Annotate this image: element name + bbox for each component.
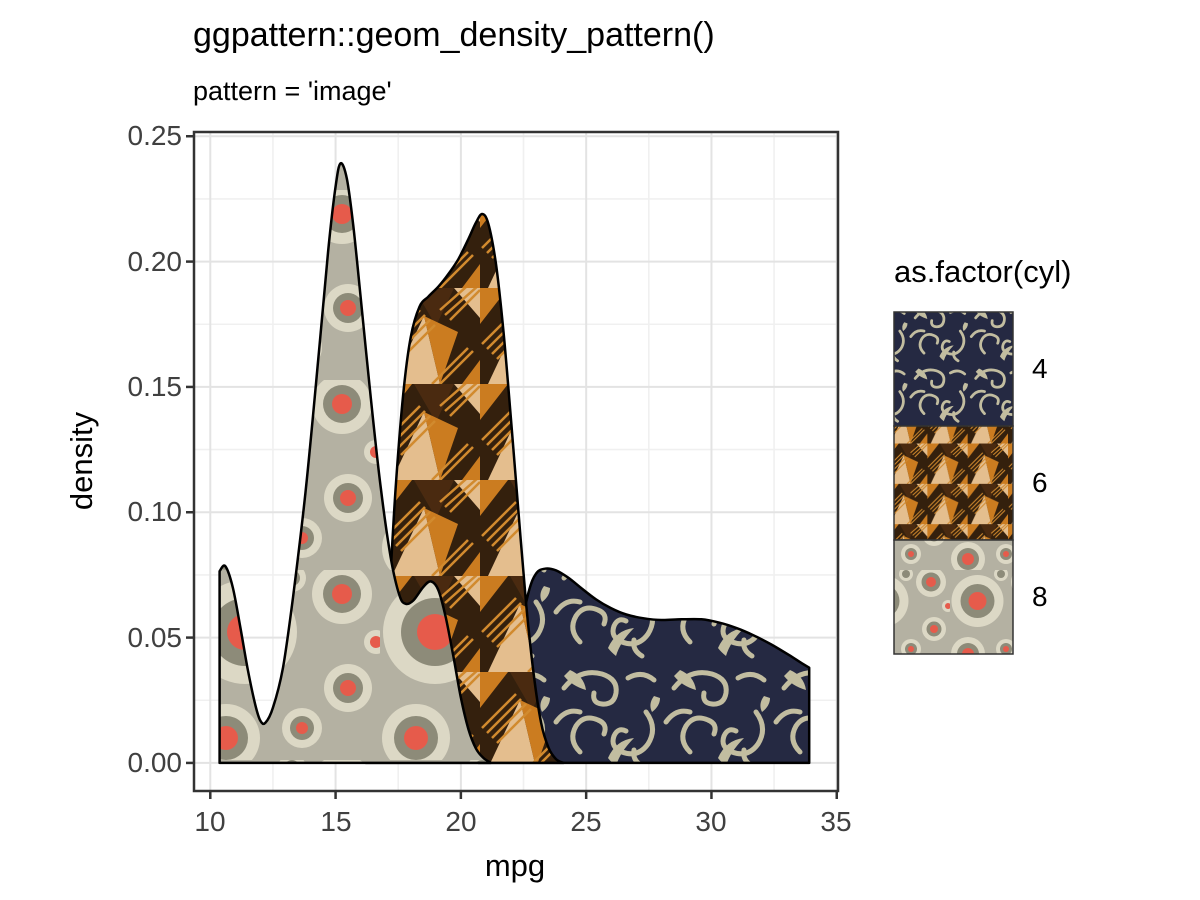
- density-areas: [218, 161, 811, 765]
- y-tick-label: 0.00: [127, 747, 183, 778]
- x-tick-label: 20: [445, 806, 477, 837]
- legend-swatch-8: [893, 539, 1014, 655]
- chart-subtitle: pattern = 'image': [193, 76, 392, 106]
- legend-swatch-4: [893, 311, 1014, 427]
- y-tick-label: 0.05: [127, 622, 183, 653]
- axis-ticks: [186, 135, 838, 799]
- legend-swatches: [893, 311, 1014, 655]
- y-tick-label: 0.25: [127, 120, 183, 151]
- y-tick-label: 0.10: [127, 496, 183, 527]
- legend-swatch-6: [893, 425, 1014, 541]
- x-axis-title: mpg: [484, 848, 546, 883]
- y-axis-title: density: [64, 411, 99, 511]
- y-tick-label: 0.15: [127, 371, 183, 402]
- x-tick-label: 35: [820, 806, 852, 837]
- x-tick-label: 15: [320, 806, 352, 837]
- x-tick-label: 25: [570, 806, 602, 837]
- x-tick-label: 10: [194, 806, 226, 837]
- legend-label-8: 8: [1032, 581, 1048, 612]
- chart-title: ggpattern::geom_density_pattern(): [193, 16, 715, 54]
- legend-label-6: 6: [1032, 467, 1048, 498]
- legend-label-4: 4: [1032, 353, 1048, 384]
- y-tick-label: 0.20: [127, 246, 183, 277]
- density-area-8: [218, 161, 493, 765]
- x-tick-label: 30: [695, 806, 727, 837]
- legend-title: as.factor(cyl): [894, 254, 1072, 289]
- panel-border: [192, 130, 840, 793]
